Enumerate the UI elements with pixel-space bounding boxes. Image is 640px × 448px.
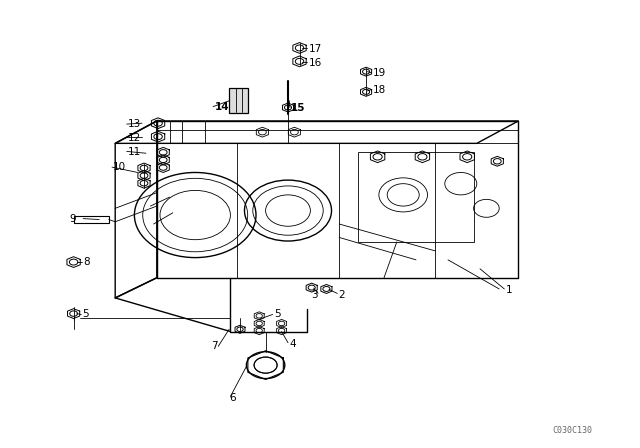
Text: 15: 15 bbox=[291, 103, 306, 113]
Text: 1: 1 bbox=[506, 285, 512, 295]
Text: 6: 6 bbox=[229, 393, 236, 403]
Bar bbox=[229, 88, 248, 113]
Text: C030C130: C030C130 bbox=[553, 426, 593, 435]
Text: 5: 5 bbox=[82, 310, 88, 319]
Text: 16: 16 bbox=[309, 58, 323, 68]
Text: 9: 9 bbox=[69, 214, 76, 224]
Text: 13: 13 bbox=[128, 119, 141, 129]
Text: 18: 18 bbox=[372, 85, 386, 95]
Text: 4: 4 bbox=[289, 339, 296, 349]
Bar bbox=[74, 216, 109, 223]
Text: 11: 11 bbox=[128, 147, 141, 157]
Text: 5: 5 bbox=[274, 310, 280, 319]
Text: 19: 19 bbox=[372, 69, 386, 78]
Text: 17: 17 bbox=[309, 44, 323, 54]
Bar bbox=[358, 152, 474, 242]
Text: 2: 2 bbox=[338, 290, 344, 300]
Text: 7: 7 bbox=[211, 341, 218, 351]
Text: 8: 8 bbox=[83, 257, 90, 267]
Text: 10: 10 bbox=[113, 162, 127, 172]
Text: 3: 3 bbox=[311, 290, 317, 300]
Text: 14: 14 bbox=[214, 102, 229, 112]
Text: 12: 12 bbox=[128, 133, 141, 142]
